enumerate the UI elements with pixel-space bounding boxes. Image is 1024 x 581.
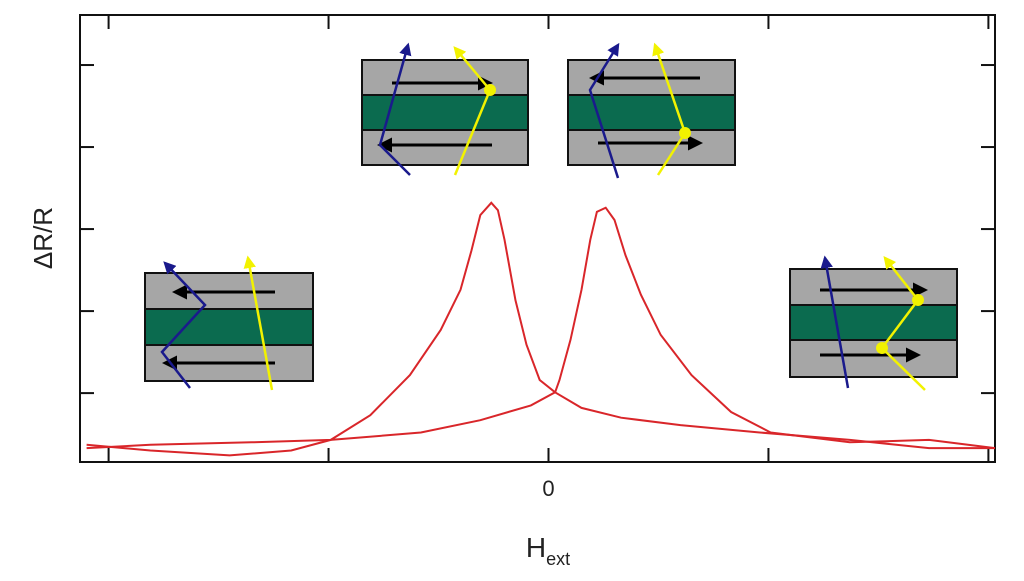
inset-diagram bbox=[361, 42, 529, 176]
inset-diagram bbox=[567, 42, 736, 179]
x-axis-label: Hext bbox=[526, 532, 570, 569]
x-axis-label-main: H bbox=[526, 532, 546, 563]
inset-diagram bbox=[144, 255, 314, 391]
plot-area: 0 bbox=[80, 15, 996, 501]
data-line bbox=[86, 206, 996, 450]
y-axis-label: ΔR/R bbox=[28, 207, 58, 269]
plot-frame bbox=[79, 14, 996, 463]
x-tick-label: 0 bbox=[542, 476, 554, 501]
x-axis-label-subscript: ext bbox=[546, 549, 570, 569]
inset-diagram bbox=[789, 255, 958, 391]
